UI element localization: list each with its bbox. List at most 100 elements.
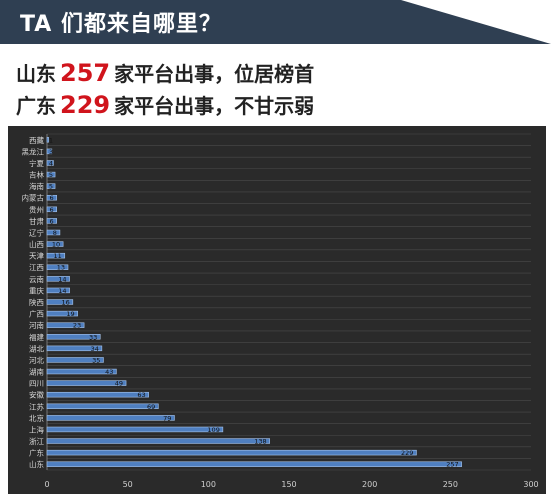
value-label: 6 bbox=[50, 217, 54, 225]
headline-line-2: 广东 229 家平台出事，不甘示弱 bbox=[16, 90, 314, 119]
headline-1-region: 山东 bbox=[16, 62, 56, 86]
category-label: 福建 bbox=[29, 332, 44, 342]
value-label: 10 bbox=[52, 241, 60, 249]
category-label: 河北 bbox=[29, 356, 44, 365]
category-label: 天津 bbox=[29, 252, 44, 261]
category-label: 广西 bbox=[29, 309, 44, 319]
category-label: 山西 bbox=[29, 239, 44, 249]
category-label: 黑龙江 bbox=[22, 146, 45, 156]
category-label: 吉林 bbox=[29, 170, 44, 180]
bar bbox=[46, 171, 56, 178]
category-label: 内蒙古 bbox=[22, 193, 45, 203]
bar-chart: 0 50 100 150 200 250 300 西藏 1 黑龙江 3 宁夏 4 吉林 5 海南 5 内蒙古 6 贵州… bbox=[22, 133, 539, 489]
value-label: 5 bbox=[49, 183, 53, 191]
headline-1-count: 257 bbox=[60, 59, 111, 87]
category-label: 江西 bbox=[29, 263, 44, 272]
headline-2-region: 广东 bbox=[16, 94, 56, 118]
bar bbox=[46, 137, 49, 143]
bar bbox=[46, 403, 159, 410]
category-label: 北京 bbox=[29, 413, 44, 423]
bar bbox=[46, 426, 224, 433]
value-label: 138 bbox=[254, 438, 266, 446]
bar bbox=[46, 449, 417, 456]
value-label: 35 bbox=[92, 356, 100, 364]
bar bbox=[46, 252, 66, 259]
bar bbox=[46, 229, 61, 236]
bar bbox=[46, 241, 64, 247]
header-corner-notch bbox=[401, 0, 551, 44]
value-label: 229 bbox=[401, 449, 413, 457]
x-tick-label: 200 bbox=[362, 480, 377, 489]
value-label: 5 bbox=[49, 171, 53, 179]
x-tick-label: 0 bbox=[44, 480, 49, 489]
category-label: 贵州 bbox=[29, 204, 44, 214]
bar bbox=[46, 206, 57, 213]
bar bbox=[46, 345, 103, 352]
bar bbox=[46, 264, 69, 270]
bar bbox=[46, 380, 127, 386]
x-tick-label: 100 bbox=[201, 480, 216, 489]
x-tick-label: 50 bbox=[123, 480, 133, 489]
category-label: 上海 bbox=[29, 424, 44, 434]
category-label: 陕西 bbox=[29, 297, 44, 307]
category-label: 海南 bbox=[29, 181, 44, 191]
bar bbox=[46, 287, 70, 294]
bar bbox=[46, 322, 85, 328]
value-label: 257 bbox=[446, 461, 458, 469]
value-label: 6 bbox=[50, 194, 54, 202]
bar bbox=[46, 148, 53, 155]
value-label: 14 bbox=[58, 287, 66, 295]
x-tick-label: 300 bbox=[523, 480, 538, 489]
bar bbox=[46, 310, 78, 317]
category-label: 山东 bbox=[29, 459, 44, 469]
header-banner: TA 们都来自哪里？ bbox=[0, 0, 551, 44]
value-label: 43 bbox=[105, 368, 113, 376]
category-label: 四川 bbox=[29, 379, 44, 388]
value-label: 3 bbox=[49, 148, 53, 156]
value-label: 33 bbox=[89, 333, 97, 341]
value-label: 14 bbox=[58, 275, 66, 283]
category-label: 甘肃 bbox=[29, 216, 44, 226]
bar bbox=[46, 194, 57, 201]
category-label: 广东 bbox=[29, 448, 44, 458]
value-label: 49 bbox=[115, 380, 123, 388]
category-label: 安徽 bbox=[29, 390, 44, 400]
category-label: 西藏 bbox=[29, 135, 44, 145]
bar bbox=[46, 276, 70, 282]
bar-chart-panel: 0 50 100 150 200 250 300 西藏 1 黑龙江 3 宁夏 4 吉林 5 海南 5 内蒙古 6 贵州… bbox=[8, 126, 546, 494]
value-label: 69 bbox=[147, 403, 155, 411]
value-label: 79 bbox=[163, 414, 171, 422]
headline-2-count: 229 bbox=[60, 91, 111, 119]
bar bbox=[46, 160, 54, 166]
value-label: 23 bbox=[73, 322, 81, 330]
value-label: 109 bbox=[207, 426, 219, 434]
value-label: 13 bbox=[57, 264, 65, 272]
category-label: 湖南 bbox=[29, 367, 44, 377]
bar bbox=[46, 415, 175, 421]
value-label: 34 bbox=[91, 345, 99, 353]
category-label: 重庆 bbox=[29, 285, 44, 295]
value-label: 11 bbox=[53, 252, 61, 260]
bar bbox=[46, 218, 57, 224]
value-label: 63 bbox=[137, 391, 145, 399]
category-label: 江苏 bbox=[29, 401, 44, 411]
bar bbox=[46, 299, 74, 305]
value-label: 16 bbox=[62, 299, 70, 307]
headline-2-text: 家平台出事，不甘示弱 bbox=[114, 94, 315, 118]
bar bbox=[46, 357, 104, 363]
headline-1-text: 家平台出事，位居榜首 bbox=[114, 62, 315, 86]
bar bbox=[46, 461, 462, 467]
category-label: 辽宁 bbox=[29, 227, 44, 237]
bar bbox=[46, 438, 270, 444]
headline-line-1: 山东 257 家平台出事，位居榜首 bbox=[16, 58, 314, 87]
bar bbox=[46, 334, 101, 340]
category-label: 浙江 bbox=[29, 436, 44, 446]
bar bbox=[46, 183, 56, 189]
x-tick-label: 150 bbox=[281, 480, 296, 489]
header-title: TA 们都来自哪里？ bbox=[20, 12, 222, 37]
value-label: 19 bbox=[66, 310, 74, 318]
value-label: 6 bbox=[50, 206, 54, 214]
value-label: 1 bbox=[49, 136, 53, 144]
category-label: 宁夏 bbox=[29, 158, 44, 168]
x-tick-label: 250 bbox=[443, 480, 458, 489]
